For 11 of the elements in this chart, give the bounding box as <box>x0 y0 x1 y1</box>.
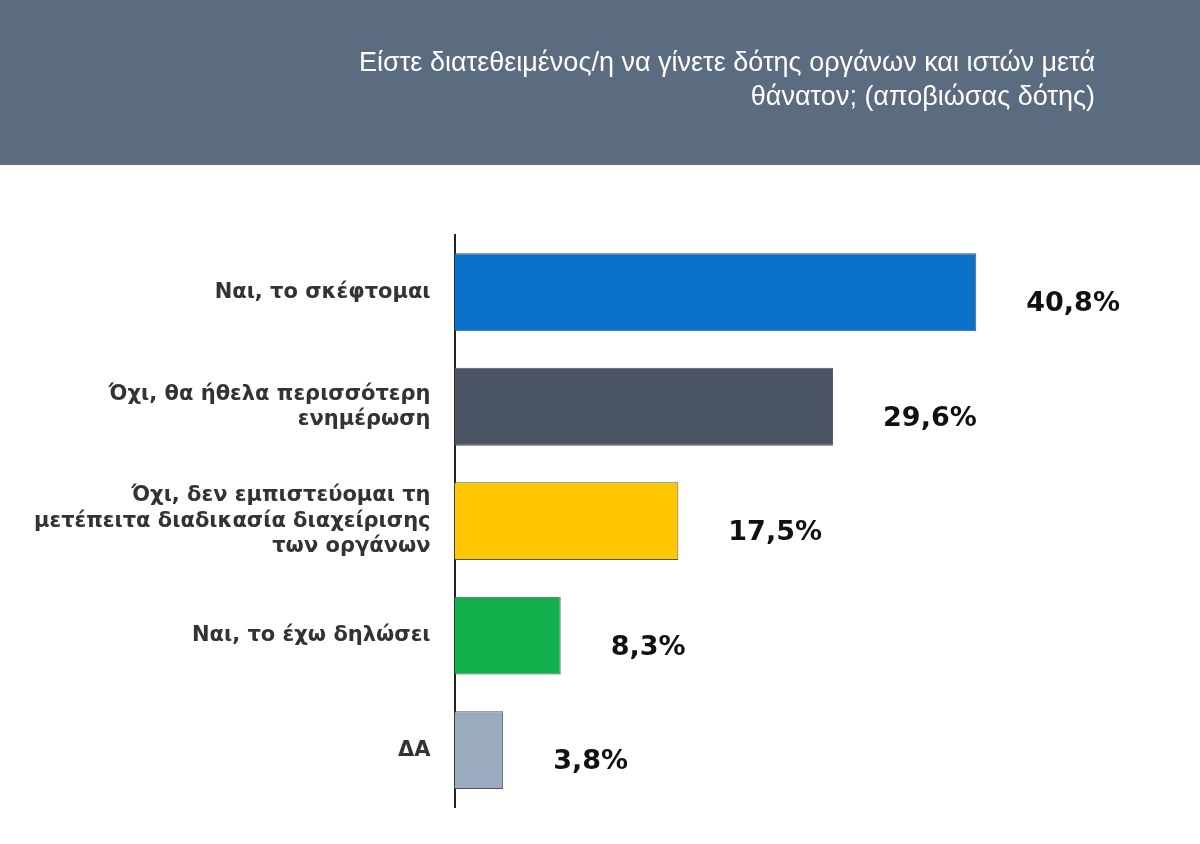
data-label: 29,6% <box>883 400 977 432</box>
data-label: 17,5% <box>728 515 823 547</box>
y-tick-label: Ναι, το έχω δηλώσει <box>191 622 431 647</box>
data-label: 3,8% <box>553 744 629 776</box>
chart-title: Είστε διατεθειμένος/η να γίνετε δότης οργάνων και ιστών μετά θάνατον; (αποβιώσας δότης) <box>358 46 1095 113</box>
data-label: 8,3% <box>610 629 686 661</box>
data-label: 40,8% <box>1026 286 1120 318</box>
y-tick-label: ΔΑ <box>398 736 432 761</box>
y-tick-label: Όχι, θα ήθελα περισσότερη ενημέρωση <box>107 380 431 430</box>
y-tick-label: Όχι, δεν εμπιστεύομαι τη μετέπειτα διαδικασία διαχείρισης των οργάνων <box>33 482 431 557</box>
y-tick-label: Ναι, το σκέφτομαι <box>214 278 431 303</box>
